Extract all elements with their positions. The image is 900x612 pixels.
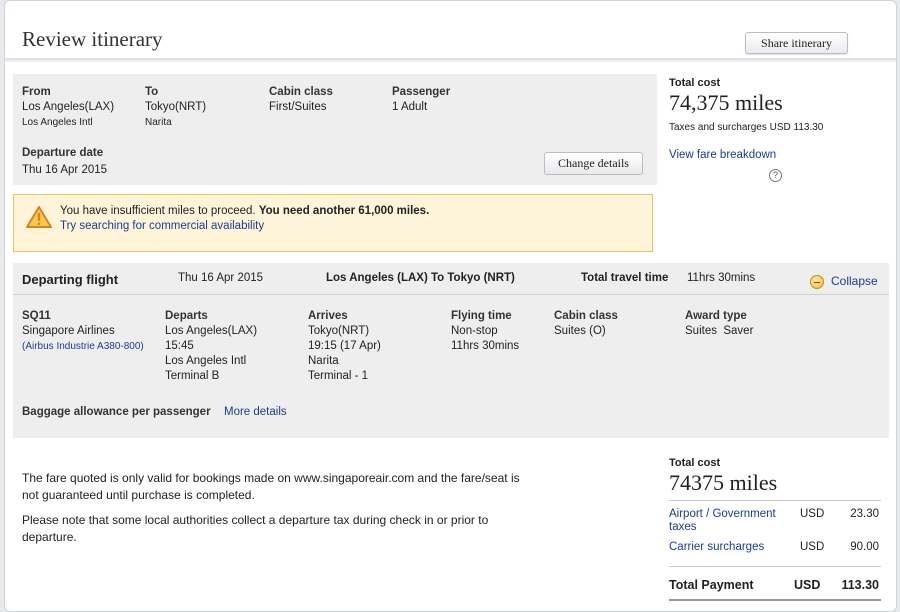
total-payment-currency: USD [794,578,821,592]
from-city: Los Angeles(LAX) [22,101,115,113]
departs-time: 15:45 [165,340,194,352]
departing-flight-title: Departing flight [22,272,119,287]
departure-date-value: Thu 16 Apr 2015 [22,164,108,176]
view-fare-breakdown-link[interactable]: View fare breakdown [669,149,777,161]
cabin-class-label: Cabin class [269,86,333,98]
commercial-availability-link[interactable]: Try searching for commercial availabilit… [60,220,265,232]
arrives-time: 19:15 (17 Apr) [308,340,381,352]
airport-taxes-currency: USD [800,508,825,520]
warning-message: You have insufficient miles to proceed. … [60,205,429,217]
help-icon[interactable]: ? [769,169,782,182]
collapse-link[interactable]: Collapse [831,274,878,288]
carrier-surcharges-currency: USD [800,541,825,553]
passenger-value: 1 Adult [392,101,428,113]
collapse-icon[interactable] [810,275,824,289]
flying-stops: Non-stop [451,325,498,337]
total-travel-time-value: 11hrs 30mins [687,272,756,284]
airline-name: Singapore Airlines [22,325,115,337]
total-payment-label: Total Payment [669,578,754,592]
insufficient-miles-warning: You have insufficient miles to proceed. … [13,194,653,252]
total-cost-label: Total cost [669,77,721,89]
header-divider [5,58,896,62]
total-payment-amount: 113.30 [841,578,879,592]
cabin-class-value: First/Suites [269,101,327,113]
departs-city: Los Angeles(LAX) [165,325,258,337]
to-city: Tokyo(NRT) [145,101,207,113]
departing-flight-panel [13,263,889,438]
flying-time-label: Flying time [451,310,512,322]
baggage-more-details-link[interactable]: More details [224,406,287,418]
arrives-label: Arrives [308,310,348,322]
departs-label: Departs [165,310,208,322]
carrier-surcharges-amount: 90.00 [850,541,879,553]
award-type-value: Suites Saver [685,325,754,337]
page-title: Review itinerary [22,27,163,51]
from-airport: Los Angeles Intl [22,117,93,128]
warning-text: You have insufficient miles to proceed. [60,205,259,217]
arrives-terminal: Terminal - 1 [308,370,369,382]
departure-tax-note: Please note that some local authorities … [22,513,489,544]
airport-taxes-link[interactable]: Airport / Government taxes [669,508,776,533]
departs-terminal: Terminal B [165,370,220,382]
aircraft-link[interactable]: (Airbus Industrie A380-800) [22,341,144,352]
warning-bold-text: You need another 61,000 miles. [258,205,430,217]
taxes-summary: Taxes and surcharges USD 113.30 [669,122,824,133]
departure-date-label: Departure date [22,147,104,159]
flight-cabin-label: Cabin class [554,310,618,322]
flight-route: Los Angeles (LAX) To Tokyo (NRT) [326,272,515,284]
flight-header-divider [13,294,889,295]
flying-duration: 11hrs 30mins [451,340,520,352]
bottom-total-cost-label: Total cost [669,457,721,469]
arrives-city: Tokyo(NRT) [308,325,370,337]
baggage-allowance-label: Baggage allowance per passenger [22,406,211,418]
airport-taxes-amount: 23.30 [850,508,879,520]
payment-underline [669,599,881,601]
share-itinerary-button[interactable]: Share itinerary [745,32,848,54]
change-details-button[interactable]: Change details [544,152,643,175]
itinerary-card: Review itinerary Share itinerary From Lo… [4,0,897,612]
departs-airport: Los Angeles Intl [165,355,247,367]
payment-divider [669,566,881,567]
flight-cabin-value: Suites (O) [554,325,606,337]
flight-number: SQ11 [22,310,51,322]
total-miles: 74,375 miles [669,90,783,115]
arrives-airport: Narita [308,355,339,367]
to-airport: Narita [145,117,172,128]
cost-table-divider [669,500,881,501]
fare-validity-note: The fare quoted is only valid for bookin… [22,471,520,502]
passenger-label: Passenger [392,86,451,98]
to-label: To [145,86,159,98]
award-type-label: Award type [685,310,747,322]
warning-icon [26,206,52,228]
total-travel-time-label: Total travel time [581,272,669,284]
from-label: From [22,86,51,98]
flight-date: Thu 16 Apr 2015 [178,272,264,284]
bottom-total-miles: 74375 miles [669,470,778,495]
carrier-surcharges-link[interactable]: Carrier surcharges [669,541,765,553]
